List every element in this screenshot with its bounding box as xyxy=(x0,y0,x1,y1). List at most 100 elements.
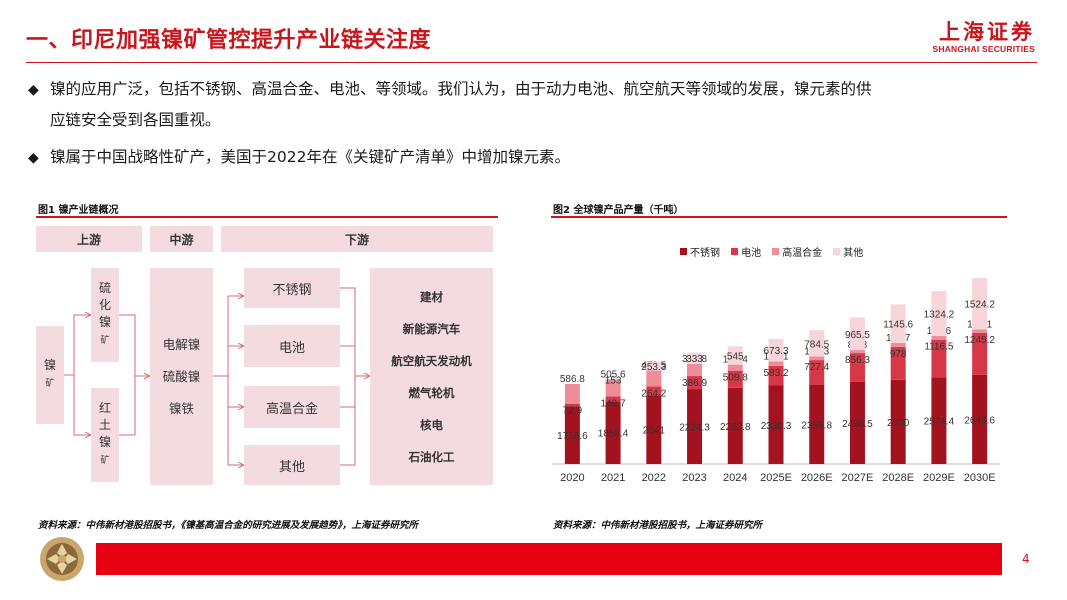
bar-segment xyxy=(809,384,825,464)
page-title: 一、印尼加强镍矿管控提升产业链关注度 xyxy=(26,28,432,53)
bar-segment xyxy=(646,386,662,396)
data-label: 386.9 xyxy=(682,378,707,389)
data-label: 2574.4 xyxy=(924,417,955,428)
bracket-ores xyxy=(119,314,136,436)
x-tick-label: 2030E xyxy=(964,472,996,484)
data-label: 545 xyxy=(727,351,744,362)
chart-legend: 不锈钢 电池 高温合金 其他 xyxy=(680,240,869,259)
header-midstream: 中游 xyxy=(150,226,213,252)
x-tick-label: 2020 xyxy=(560,472,584,484)
data-label: 1324.2 xyxy=(924,309,955,320)
bar-segment xyxy=(931,377,947,464)
brand-logo-en: SHANGHAI SECURITIES xyxy=(932,44,1035,54)
product-ferronickel: 镍铁 xyxy=(168,400,194,416)
bar-segment xyxy=(687,376,703,390)
data-label: 72.9 xyxy=(563,406,583,417)
bar-segment xyxy=(931,339,947,378)
legend-swatch-superalloy xyxy=(772,248,780,255)
x-tick-label: 2027E xyxy=(842,472,874,484)
ore-sublabel: 矿 xyxy=(45,379,55,389)
data-label: 2500 xyxy=(887,418,910,429)
arrow-ore-to-sulfide xyxy=(64,315,90,376)
data-label: 253.3 xyxy=(641,362,666,373)
end-use-nev: 新能源汽车 xyxy=(402,321,461,336)
data-label: 2224.3 xyxy=(679,423,710,434)
bar-segment xyxy=(605,401,621,464)
bar-segment xyxy=(972,374,988,464)
brand-logo-cn: 上海证券 xyxy=(939,20,1035,44)
data-label: 2041 xyxy=(643,426,666,437)
use-superalloy: 高温合金 xyxy=(244,386,340,428)
bar-segment xyxy=(972,329,988,333)
x-tick-label: 2029E xyxy=(923,472,955,484)
bar-segment xyxy=(564,406,580,464)
fig2-title: 图2 全球镍产品产量（千吨） xyxy=(553,205,684,216)
bar-segment xyxy=(564,383,580,404)
bar-segment xyxy=(809,330,825,357)
product-nickel-sulfate: 硫酸镍 xyxy=(162,368,201,384)
data-label: 586.8 xyxy=(560,374,585,385)
bar-segment xyxy=(972,332,988,375)
use-other: 其他 xyxy=(244,445,340,485)
bar-segment xyxy=(849,353,865,382)
legend-battery: 电池 xyxy=(731,244,761,259)
intermediate-products-box: 电解镍 硫酸镍 镍铁 xyxy=(150,268,213,485)
fig1-source: 资料来源：中伟新材港股招股书，《镍基高温合金的研究进展及发展趋势》，上海证券研究… xyxy=(38,520,419,531)
data-label: 1858.4 xyxy=(598,429,629,440)
bar-segment xyxy=(890,379,906,464)
data-label: 149.7 xyxy=(601,398,626,409)
data-label: 2649.6 xyxy=(964,415,995,426)
bar-segment xyxy=(768,385,784,464)
data-label: 1116.5 xyxy=(924,342,954,353)
header-downstream: 下游 xyxy=(221,226,493,252)
data-label: 2330.3 xyxy=(761,421,792,432)
bracket-uses xyxy=(340,287,356,466)
legend-swatch-stainless xyxy=(680,248,687,255)
bar-segment xyxy=(768,361,784,366)
end-use-aero-engine: 航空航天发动机 xyxy=(391,353,472,368)
page-number: 4 xyxy=(1022,552,1030,566)
product-electrolytic-nickel: 电解镍 xyxy=(162,336,201,352)
bar-segment xyxy=(727,364,743,371)
legend-superalloy: 高温合金 xyxy=(772,244,822,259)
sulfide-ore-box: 硫化镍矿 xyxy=(91,268,119,362)
x-tick-label: 2024 xyxy=(723,472,747,484)
laterite-ore-sublabel: 矿 xyxy=(100,456,110,466)
laterite-ore-label: 红土镍 xyxy=(98,401,111,449)
ore-box: 镍矿 xyxy=(36,326,64,424)
data-label: 333 xyxy=(686,354,703,365)
data-label: 1524.2 xyxy=(964,300,995,311)
bar-segment xyxy=(809,360,825,385)
bar-segment xyxy=(890,304,906,343)
bar-segment xyxy=(687,363,703,377)
data-label: 965.5 xyxy=(845,330,870,341)
x-tick-label: 2025E xyxy=(760,472,792,484)
bar-segment xyxy=(972,278,988,330)
bar-segment xyxy=(849,350,865,354)
bar-segment xyxy=(849,317,865,351)
bar-segment xyxy=(646,370,662,387)
data-label: 1245.2 xyxy=(964,335,995,346)
bar-segment xyxy=(931,335,947,340)
legend-swatch-battery xyxy=(731,248,739,255)
bar-segment xyxy=(727,370,743,388)
end-use-petrochemical: 石油化工 xyxy=(408,449,455,464)
bar-segment xyxy=(605,379,621,397)
data-label: 264.2 xyxy=(641,388,666,399)
data-label: 2260.8 xyxy=(720,422,751,433)
legend-swatch-other xyxy=(833,248,841,255)
company-emblem-icon xyxy=(40,537,84,581)
data-label: 1716.6 xyxy=(557,431,588,442)
data-label: 153 xyxy=(605,375,622,386)
sulfide-ore-sublabel: 矿 xyxy=(100,336,110,346)
data-label: 505.6 xyxy=(601,369,626,380)
bar-segment xyxy=(687,352,703,364)
arrow-ore-to-laterite xyxy=(73,375,90,435)
diamond-bullet-icon: ◆ xyxy=(28,82,39,98)
bullet-1-line2: 应链安全受到各国重视。 xyxy=(50,111,221,129)
data-label: 2436.5 xyxy=(842,419,873,430)
fig2-rule xyxy=(551,216,1007,218)
fig2-source: 资料来源：中伟新材港股招股书，上海证券研究所 xyxy=(553,520,763,531)
x-tick-label: 2028E xyxy=(882,472,914,484)
